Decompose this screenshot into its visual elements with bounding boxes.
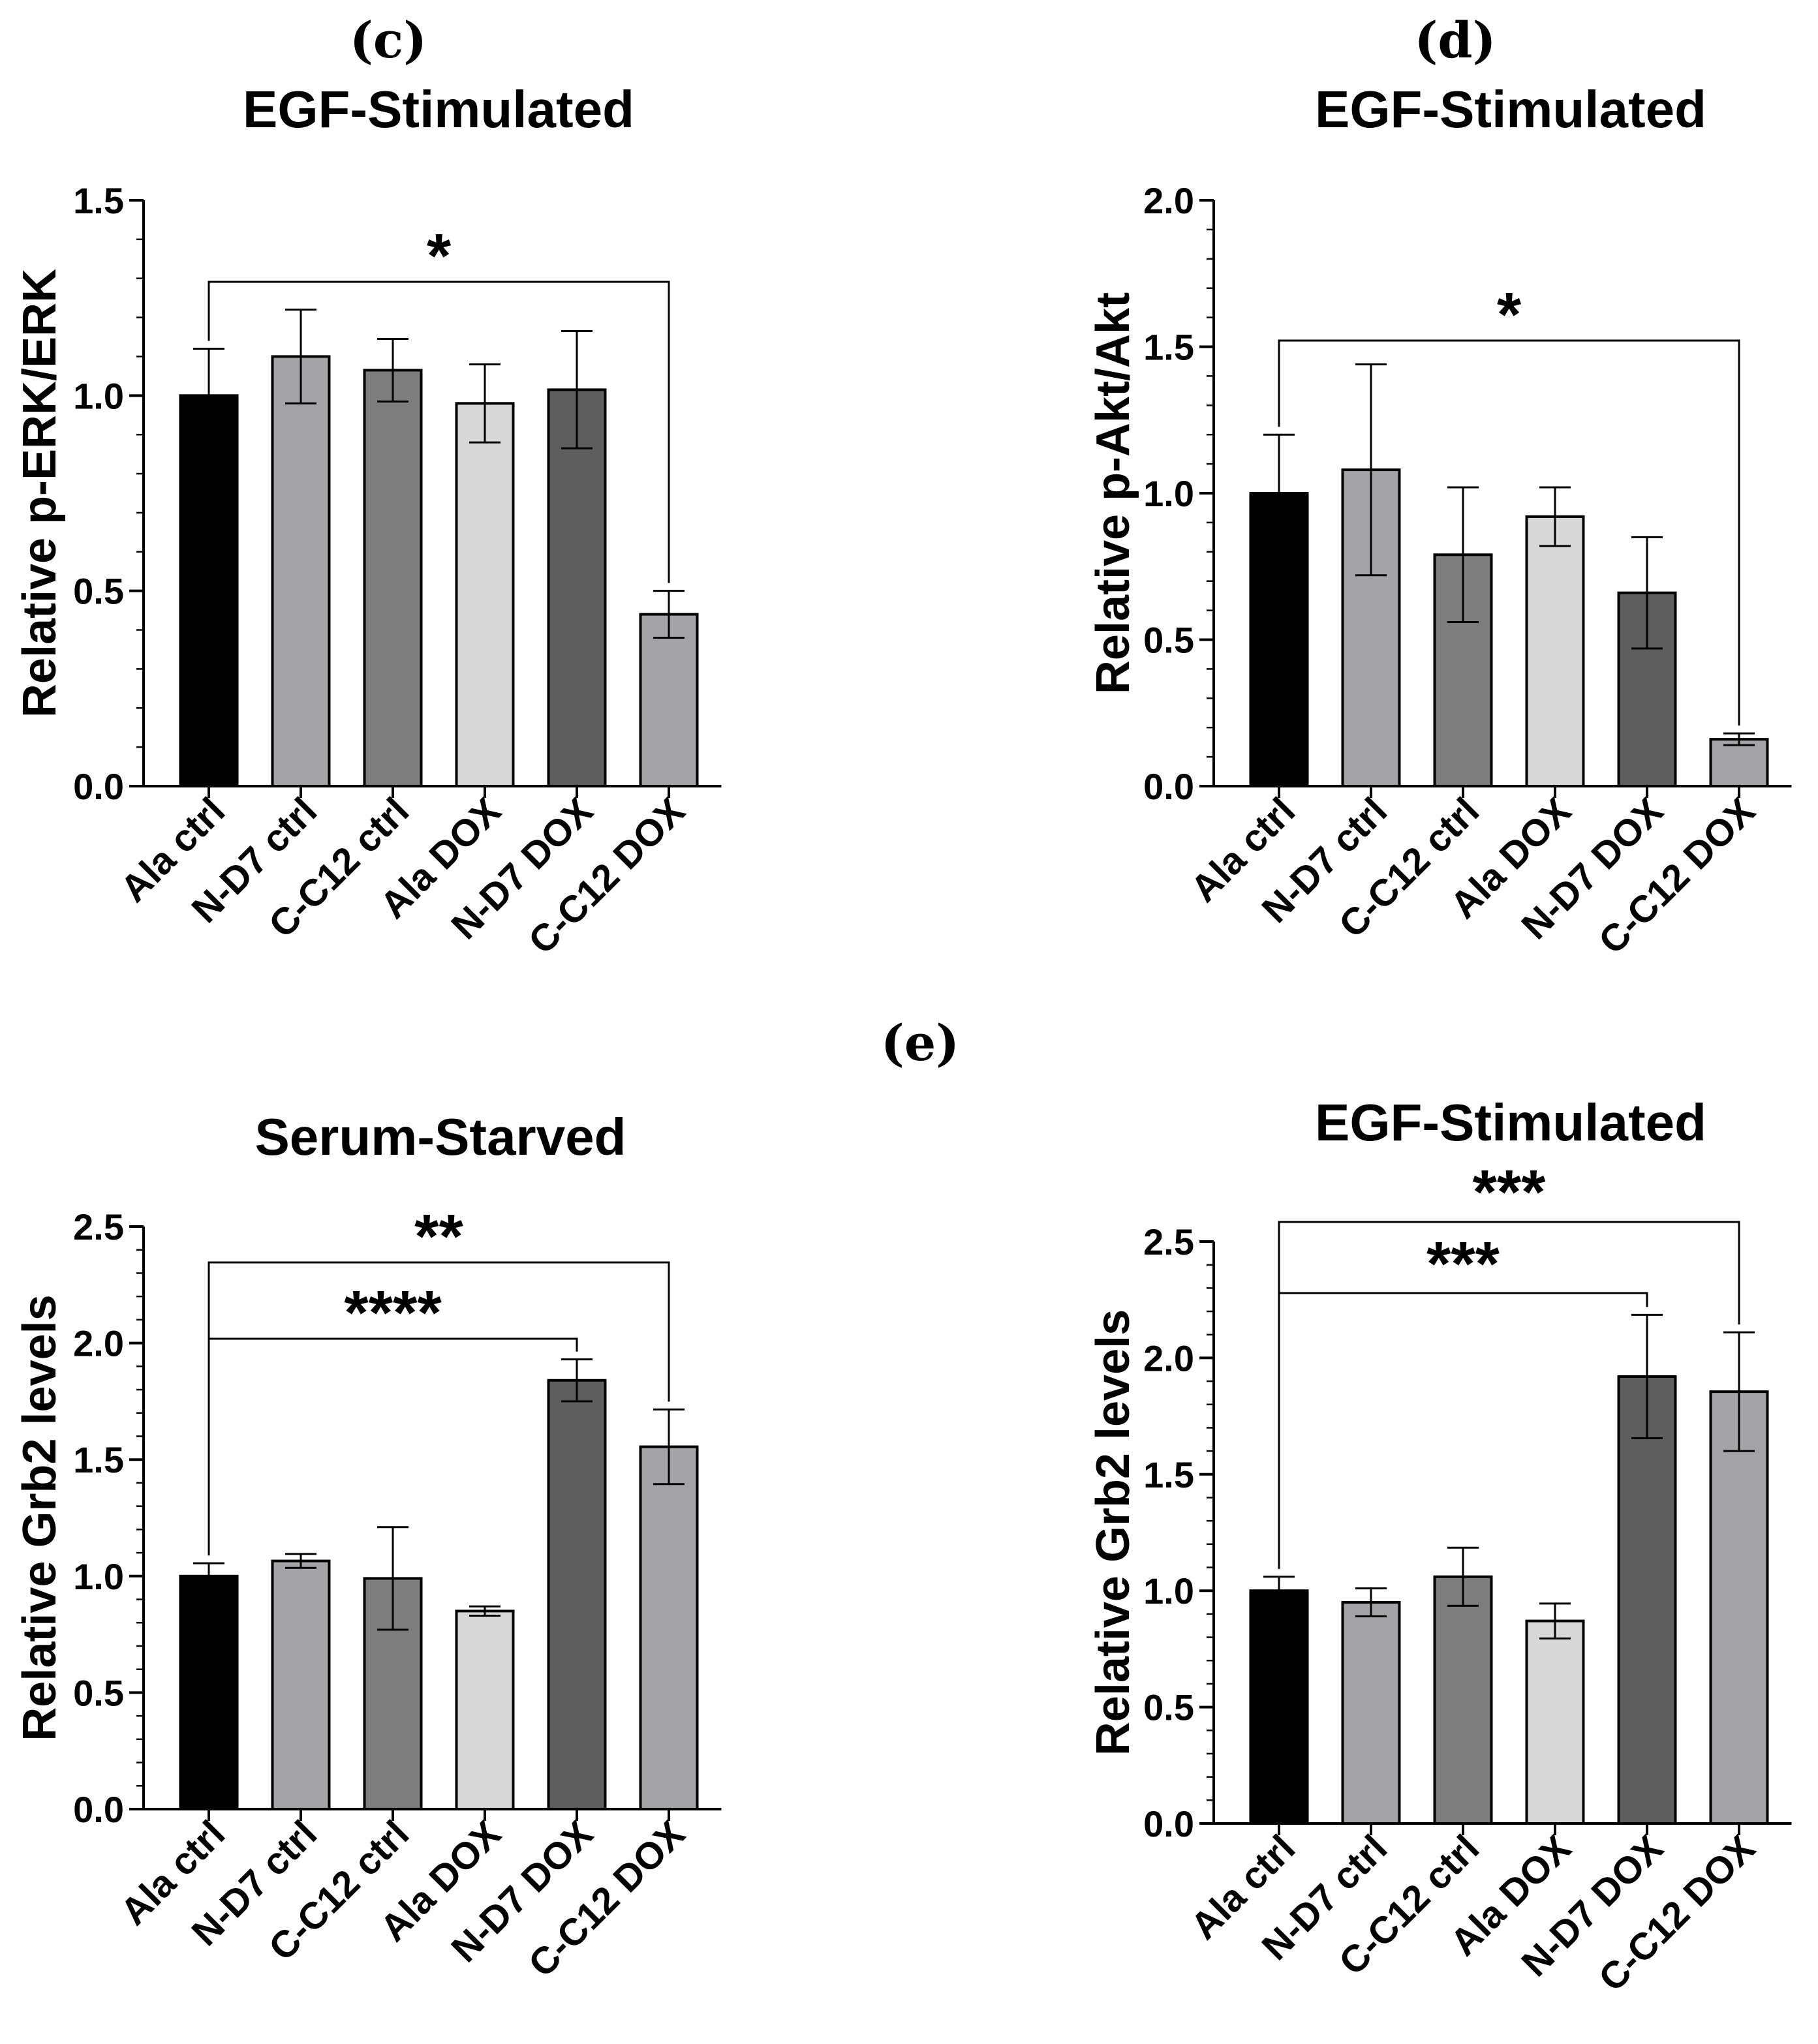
y-tick-label: 0.5 [73,571,124,612]
bar [639,1445,699,1810]
significance-label: * [1497,280,1522,350]
y-tick-label: 1.5 [1143,1454,1194,1495]
bar [363,369,423,787]
bar [1433,1575,1493,1825]
bar [455,402,515,787]
y-tick-label: 1.5 [1143,327,1194,368]
significance-label: *** [1472,1157,1546,1227]
significance-bracket [1278,339,1740,726]
chart-grb2-egf-stimulated: EGF-Stimulated Relative Grb2 levels 0.0 0.5… [1087,1093,1792,2000]
y-tick-label: 1.5 [73,1439,124,1480]
y-tick-label: 0.5 [1143,1687,1194,1728]
bar [1709,1390,1769,1825]
y-tick-label: 0.5 [1143,620,1194,661]
y-tick-label: 1.0 [1143,1570,1194,1611]
y-tick-label: 2.5 [1143,1221,1194,1262]
significance-label: * [427,221,452,291]
significance-bracket [208,1337,578,1556]
y-tick-label: 1.0 [73,375,124,416]
y-tick-label: 2.0 [1143,180,1194,221]
bar [547,388,607,787]
y-axis-label: Relative p-ERK/ERK [14,269,66,718]
y-tick-label: 0.0 [73,1789,124,1830]
chart-perk: EGF-Stimulated Relative p-ERK/ERK 0.0 0.5 1.… [14,80,722,962]
y-tick-label: 2.5 [73,1206,124,1247]
significance-label: *** [1426,1229,1500,1299]
y-tick-label: 0.0 [1143,766,1194,807]
bar [1249,1589,1309,1825]
chart-grb2-serum-starved: Serum-Starved Relative Grb2 levels 0.0 0.5 1… [14,1108,722,1985]
y-tick-label: 0.0 [1143,1803,1194,1844]
bar [1341,1601,1401,1825]
y-axis-label: Relative Grb2 levels [14,1294,66,1741]
panel-label-d: (d) [1414,11,1496,69]
bar [1525,1619,1585,1825]
bar [547,1379,607,1810]
chart-title: Serum-Starved [254,1108,626,1166]
bar [1617,1375,1677,1825]
chart-title: EGF-Stimulated [1315,1093,1706,1152]
bar [1525,515,1585,787]
y-axis-label: Relative Grb2 levels [1087,1309,1139,1756]
bar [639,613,699,787]
y-tick-label: 0.0 [73,766,124,807]
y-tick-label: 2.0 [73,1323,124,1364]
y-tick-label: 0.5 [73,1672,124,1713]
panel-label-c: (c) [350,11,427,69]
bar [179,1574,239,1811]
significance-bracket [208,281,670,583]
y-tick-label: 2.0 [1143,1337,1194,1379]
bar [271,355,331,787]
y-tick-label: 1.5 [73,180,124,221]
y-axis-label: Relative p-Akt/Akt [1087,292,1139,694]
bar [179,394,239,787]
y-tick-label: 1.0 [1143,473,1194,514]
bar [271,1559,331,1811]
significance-label: ** [414,1202,463,1272]
chart-title: EGF-Stimulated [1315,80,1706,138]
chart-title: EGF-Stimulated [243,80,634,138]
bar [455,1609,515,1810]
chart-pakt: EGF-Stimulated Relative p-Akt/Akt 0.0 0.5 1.… [1087,80,1792,962]
significance-bracket [1278,1292,1648,1569]
bar [1709,738,1769,788]
y-tick-label: 1.0 [73,1556,124,1597]
panel-label-e: (e) [881,1014,959,1072]
significance-label: **** [344,1278,442,1348]
